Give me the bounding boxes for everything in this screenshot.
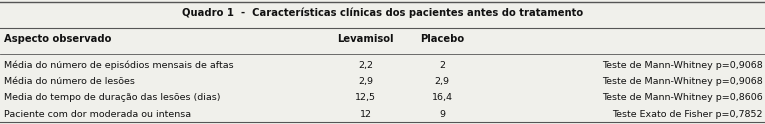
Text: Média do número de lesões: Média do número de lesões — [4, 77, 135, 86]
Text: 2,2: 2,2 — [358, 61, 373, 70]
Text: 16,4: 16,4 — [431, 93, 453, 102]
Text: Placebo: Placebo — [420, 34, 464, 44]
Text: Média do número de episódios mensais de aftas: Média do número de episódios mensais de … — [4, 60, 233, 70]
Text: 9: 9 — [439, 110, 445, 119]
Text: Quadro 1  -  Características clínicas dos pacientes antes do tratamento: Quadro 1 - Características clínicas dos … — [182, 8, 583, 18]
Text: Teste de Mann-Whitney p=0,9068: Teste de Mann-Whitney p=0,9068 — [602, 77, 763, 86]
Text: Media do tempo de duração das lesões (dias): Media do tempo de duração das lesões (di… — [4, 93, 220, 102]
Text: Teste de Mann-Whitney p=0,8606: Teste de Mann-Whitney p=0,8606 — [602, 93, 763, 102]
Text: Teste Exato de Fisher p=0,7852: Teste Exato de Fisher p=0,7852 — [612, 110, 763, 119]
Text: Aspecto observado: Aspecto observado — [4, 34, 111, 44]
Text: Teste de Mann-Whitney p=0,9068: Teste de Mann-Whitney p=0,9068 — [602, 61, 763, 70]
Text: 2,9: 2,9 — [358, 77, 373, 86]
Text: Paciente com dor moderada ou intensa: Paciente com dor moderada ou intensa — [4, 110, 191, 119]
Text: 2: 2 — [439, 61, 445, 70]
Text: 12: 12 — [360, 110, 372, 119]
Text: 12,5: 12,5 — [355, 93, 376, 102]
Text: Levamisol: Levamisol — [337, 34, 394, 44]
Text: 2,9: 2,9 — [435, 77, 450, 86]
